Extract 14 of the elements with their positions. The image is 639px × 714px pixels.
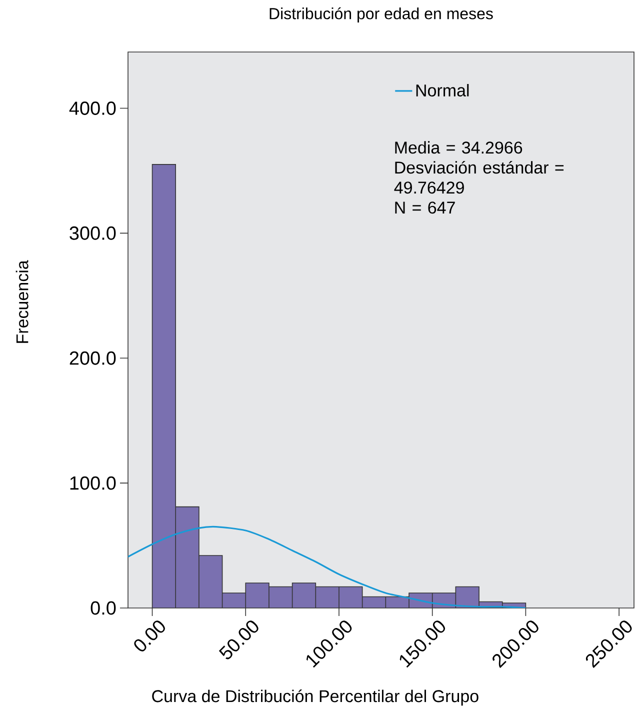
y-axis-title: Frecuencia <box>16 260 28 343</box>
y-tick-label: 200.0 <box>70 351 116 365</box>
y-tick-label: 100.0 <box>70 476 116 490</box>
x-axis-title: Curva de Distribución Percentilar del Grupo <box>152 690 478 706</box>
annotation: Media = 34.2966 <box>395 141 522 154</box>
annotation: N = 647 <box>395 202 455 214</box>
legend-label: Normal <box>416 84 469 96</box>
x-tick-label: 0.00 <box>134 620 165 652</box>
chart-title: Distribución por edad en meses <box>270 7 493 22</box>
line-series <box>128 526 527 608</box>
y-tick-label: 300.0 <box>70 226 116 240</box>
y-tick-label: 0.0 <box>90 601 116 615</box>
annotation: Desviación estándar = 49.76429 <box>394 160 564 194</box>
y-tick-label: 400.0 <box>69 101 116 115</box>
